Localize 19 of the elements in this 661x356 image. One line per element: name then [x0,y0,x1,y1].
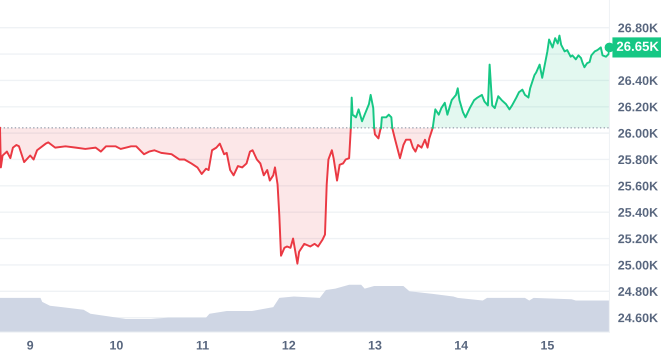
x-tick-label: 10 [110,340,123,350]
y-tick-label: 26.80K [618,23,658,32]
y-tick-label: 26.00K [618,128,658,138]
x-tick-label: 11 [196,340,209,350]
y-tick-label: 25.20K [618,234,658,244]
y-tick-label: 26.40K [618,76,658,86]
x-tick-label: 14 [455,340,468,350]
x-tick-label: 15 [541,340,554,350]
y-tick-label: 24.60K [618,313,658,322]
y-tick-label: 26.20K [618,102,658,112]
y-tick-label: 25.00K [618,260,658,270]
y-tick-label: 25.80K [618,155,658,164]
x-tick-label: 9 [27,340,34,350]
x-tick-label: 13 [368,340,382,350]
y-tick-label: 24.80K [618,287,658,296]
y-tick-label: 25.60K [618,182,658,190]
annotation: 26.65K [616,42,659,51]
x-tick-label: 12 [282,340,296,350]
y-tick-label: 25.40K [618,208,658,217]
